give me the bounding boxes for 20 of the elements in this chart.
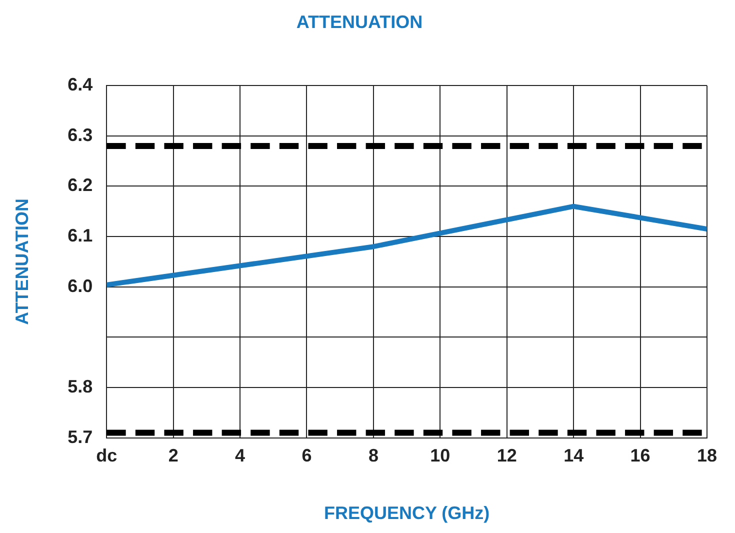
x-tick-label: 14 <box>564 446 584 466</box>
x-tick-label: 4 <box>235 446 246 466</box>
x-tick-label: 18 <box>696 446 718 466</box>
chart-title: ATTENUATION <box>296 12 423 32</box>
x-tick-label: 16 <box>630 446 650 466</box>
y-tick-label: 6.2 <box>68 175 93 196</box>
y-tick-label: 6.3 <box>68 124 93 145</box>
y-axis-title: ATTENUATION <box>12 198 32 325</box>
x-axis-title: FREQUENCY (GHz) <box>324 503 490 524</box>
y-tick-label: 6.1 <box>68 226 93 246</box>
x-tick-label: dc <box>96 446 118 466</box>
y-tick-label: 6.0 <box>68 276 93 296</box>
y-tick-label: 6.4 <box>68 74 93 95</box>
y-tick-label: 5.7 <box>68 426 93 447</box>
x-tick-label: 10 <box>430 446 450 466</box>
x-tick-label: 6 <box>302 446 312 466</box>
x-tick-label: 12 <box>496 446 517 466</box>
x-tick-label: 2 <box>168 446 178 466</box>
y-tick-label: 5.8 <box>68 376 93 396</box>
x-tick-label: 8 <box>368 446 378 466</box>
